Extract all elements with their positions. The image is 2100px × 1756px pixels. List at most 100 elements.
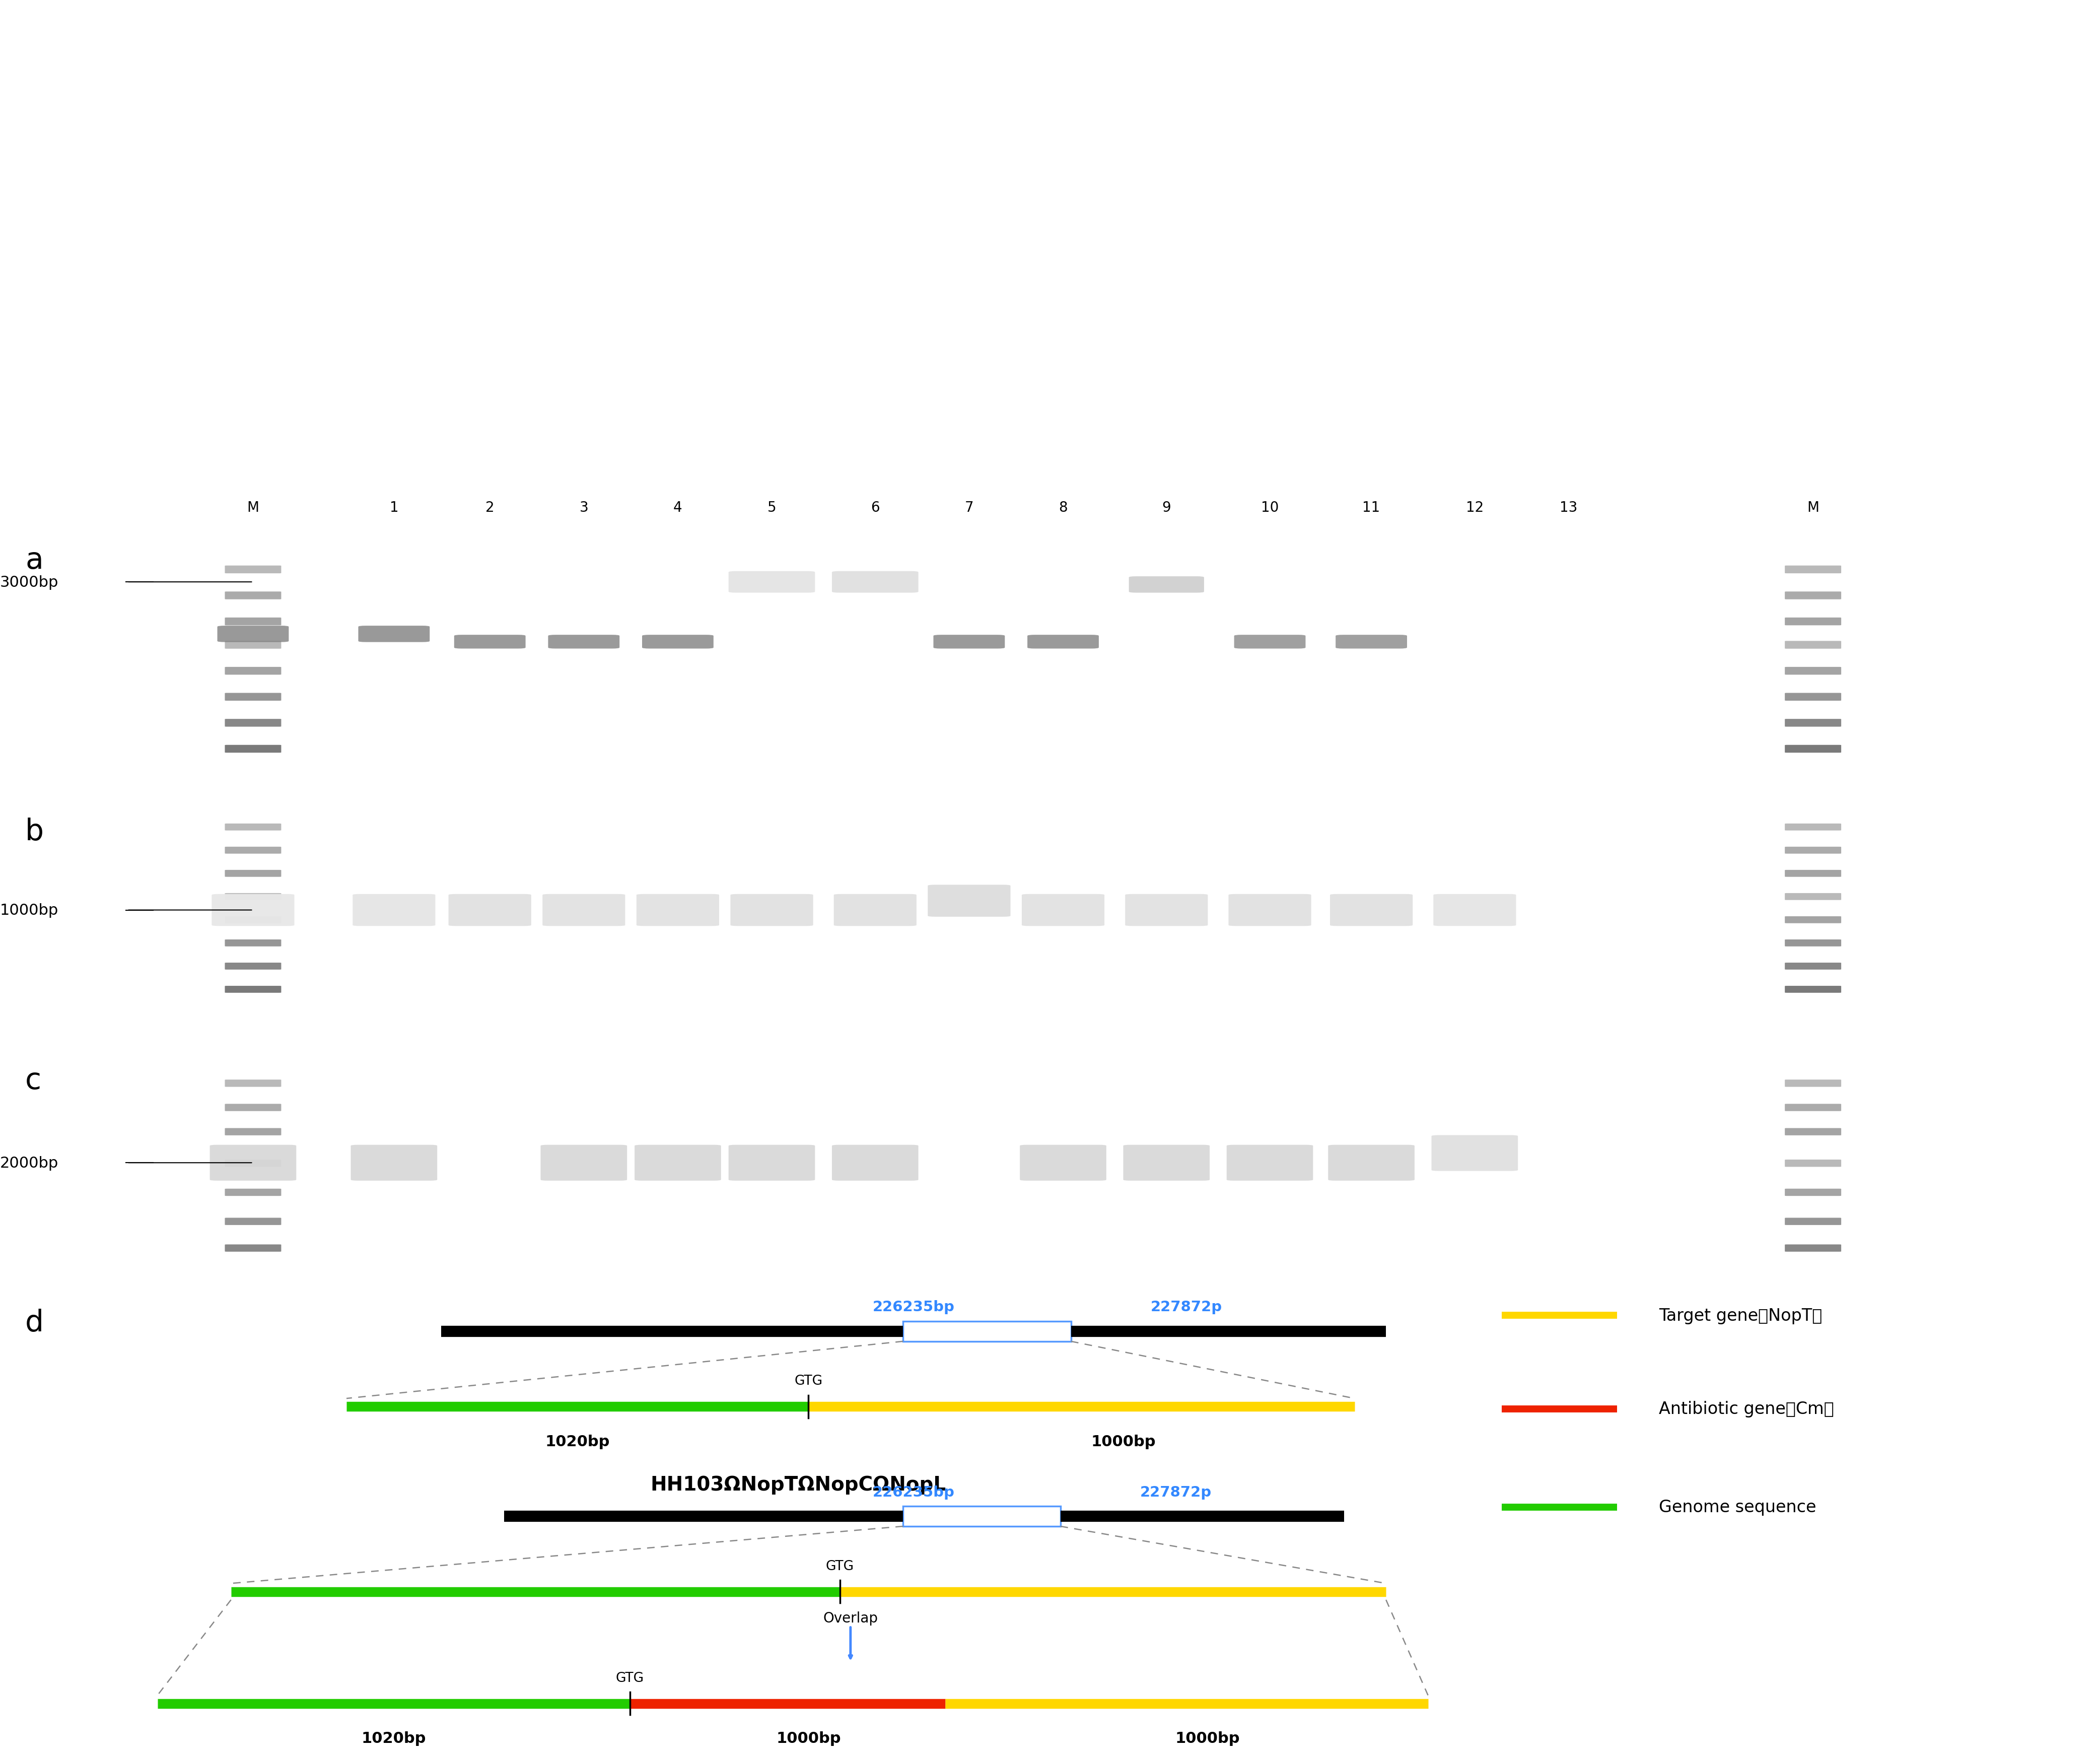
FancyBboxPatch shape [225, 592, 281, 599]
FancyBboxPatch shape [225, 1189, 281, 1196]
Text: 1000bp: 1000bp [777, 1731, 840, 1745]
FancyBboxPatch shape [1327, 1145, 1415, 1180]
FancyBboxPatch shape [216, 625, 288, 643]
Text: GTG: GTG [794, 1375, 823, 1387]
FancyBboxPatch shape [1785, 1159, 1842, 1168]
FancyBboxPatch shape [210, 1145, 296, 1180]
FancyBboxPatch shape [548, 636, 620, 650]
Text: M: M [1806, 500, 1819, 515]
Text: a: a [25, 546, 44, 574]
Text: 5: 5 [766, 500, 777, 515]
Text: 3: 3 [580, 500, 588, 515]
FancyBboxPatch shape [1785, 987, 1842, 992]
FancyBboxPatch shape [542, 894, 626, 925]
FancyBboxPatch shape [1124, 1145, 1210, 1180]
FancyBboxPatch shape [449, 894, 531, 925]
Text: 6: 6 [871, 500, 880, 515]
FancyBboxPatch shape [225, 917, 281, 924]
FancyBboxPatch shape [1785, 592, 1842, 599]
FancyBboxPatch shape [351, 1145, 437, 1180]
FancyBboxPatch shape [225, 846, 281, 853]
Text: M: M [248, 500, 258, 515]
FancyBboxPatch shape [212, 894, 294, 925]
FancyBboxPatch shape [225, 894, 281, 901]
FancyBboxPatch shape [1785, 1219, 1842, 1226]
FancyBboxPatch shape [1235, 636, 1306, 650]
Text: 226235bp: 226235bp [871, 1299, 956, 1313]
Text: 10: 10 [1260, 500, 1279, 515]
Text: 1020bp: 1020bp [546, 1435, 609, 1449]
Text: b: b [25, 818, 44, 846]
FancyBboxPatch shape [225, 1159, 281, 1168]
Text: d: d [25, 1308, 44, 1336]
FancyBboxPatch shape [1785, 846, 1842, 853]
FancyBboxPatch shape [225, 667, 281, 674]
FancyBboxPatch shape [225, 824, 281, 831]
FancyBboxPatch shape [834, 894, 916, 925]
FancyBboxPatch shape [225, 618, 281, 625]
FancyBboxPatch shape [1023, 894, 1105, 925]
FancyBboxPatch shape [1785, 1129, 1842, 1136]
FancyBboxPatch shape [359, 625, 430, 643]
FancyBboxPatch shape [540, 1145, 628, 1180]
FancyBboxPatch shape [1785, 917, 1842, 924]
Text: 2000bp: 2000bp [0, 1155, 59, 1169]
Bar [903, 1321, 1071, 1342]
FancyBboxPatch shape [729, 1145, 815, 1180]
FancyBboxPatch shape [832, 571, 918, 594]
FancyBboxPatch shape [1785, 1189, 1842, 1196]
FancyBboxPatch shape [1785, 745, 1842, 753]
Text: Genome sequence: Genome sequence [1659, 1500, 1816, 1515]
FancyBboxPatch shape [1785, 720, 1842, 727]
FancyBboxPatch shape [928, 885, 1010, 917]
Text: GTG: GTG [825, 1559, 855, 1572]
FancyBboxPatch shape [225, 720, 281, 727]
FancyBboxPatch shape [225, 1080, 281, 1087]
Text: 226235bp: 226235bp [871, 1486, 956, 1500]
FancyBboxPatch shape [225, 1245, 281, 1252]
Text: 1000bp: 1000bp [1092, 1435, 1155, 1449]
FancyBboxPatch shape [932, 636, 1004, 650]
Text: 1020bp: 1020bp [361, 1731, 426, 1745]
FancyBboxPatch shape [454, 636, 525, 650]
Text: 11: 11 [1363, 500, 1380, 515]
FancyBboxPatch shape [1785, 871, 1842, 876]
FancyBboxPatch shape [225, 1219, 281, 1226]
FancyBboxPatch shape [1785, 641, 1842, 650]
FancyBboxPatch shape [1329, 894, 1413, 925]
Text: GTG: GTG [615, 1672, 645, 1684]
Text: 1000bp: 1000bp [1176, 1731, 1239, 1745]
FancyBboxPatch shape [1785, 962, 1842, 969]
Text: 4: 4 [674, 500, 682, 515]
Bar [903, 1507, 1060, 1526]
Text: 13: 13 [1560, 500, 1577, 515]
FancyBboxPatch shape [225, 962, 281, 969]
FancyBboxPatch shape [1228, 894, 1310, 925]
Text: 227872p: 227872p [1140, 1486, 1212, 1500]
Text: HH103ΩNopTΩNopCΩNopL: HH103ΩNopTΩNopCΩNopL [651, 1475, 945, 1494]
FancyBboxPatch shape [1785, 1080, 1842, 1087]
FancyBboxPatch shape [832, 1145, 918, 1180]
FancyBboxPatch shape [225, 694, 281, 701]
Text: Target gene（NopT）: Target gene（NopT） [1659, 1306, 1823, 1324]
FancyBboxPatch shape [225, 939, 281, 946]
FancyBboxPatch shape [1126, 894, 1208, 925]
FancyBboxPatch shape [1434, 894, 1516, 925]
FancyBboxPatch shape [643, 636, 714, 650]
FancyBboxPatch shape [636, 894, 718, 925]
FancyBboxPatch shape [1027, 636, 1098, 650]
FancyBboxPatch shape [225, 1129, 281, 1136]
Text: Antibiotic gene（Cm）: Antibiotic gene（Cm） [1659, 1401, 1833, 1417]
Text: 1: 1 [391, 500, 399, 515]
FancyBboxPatch shape [225, 1105, 281, 1112]
FancyBboxPatch shape [1785, 667, 1842, 674]
FancyBboxPatch shape [1785, 1245, 1842, 1252]
FancyBboxPatch shape [1432, 1136, 1518, 1171]
Text: 12: 12 [1466, 500, 1483, 515]
FancyBboxPatch shape [731, 894, 813, 925]
FancyBboxPatch shape [1785, 939, 1842, 946]
FancyBboxPatch shape [1130, 576, 1203, 594]
FancyBboxPatch shape [225, 565, 281, 574]
Text: Overlap: Overlap [823, 1610, 878, 1624]
FancyBboxPatch shape [1785, 824, 1842, 831]
